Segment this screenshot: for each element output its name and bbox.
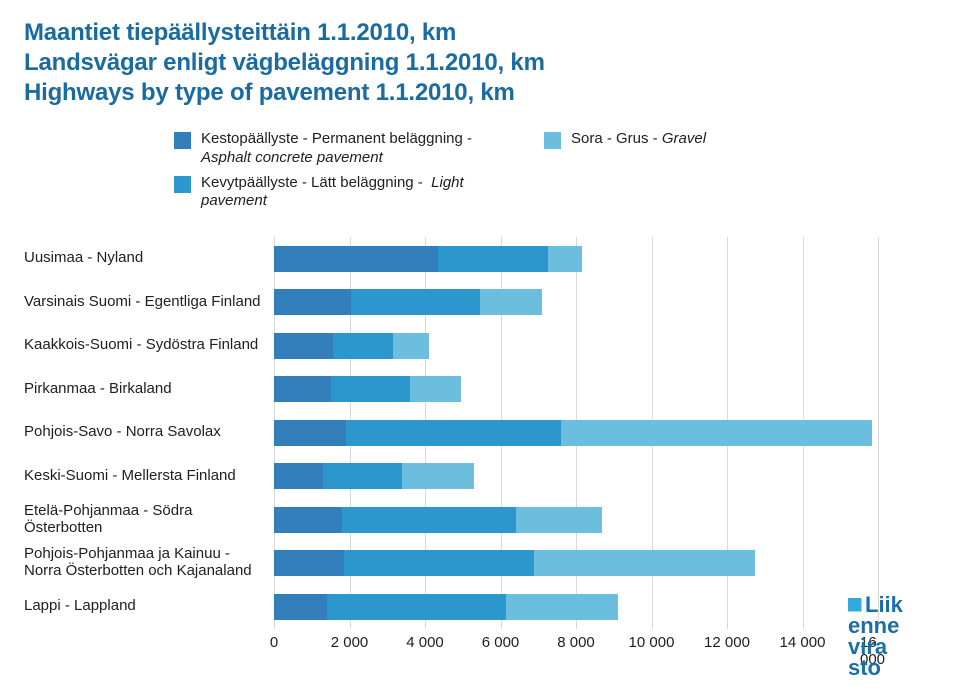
- legend-label-kesto: Kestopäällyste - Permanent beläggning - …: [201, 130, 472, 168]
- axis-tick-label: 12 000: [704, 634, 750, 651]
- chart-row: Varsinais Suomi - Egentliga Finland: [24, 281, 934, 325]
- chart: Uusimaa - Nyland Varsinais Suomi - Egentl…: [24, 237, 936, 667]
- bar-track: [274, 507, 878, 533]
- bar-segment: [561, 420, 872, 446]
- bar-segment: [402, 463, 474, 489]
- bar-segment: [548, 246, 582, 272]
- axis-tick-label: 8 000: [557, 634, 595, 651]
- bar-segment: [333, 333, 393, 359]
- legend-item-kesto: Kestopäällyste - Permanent beläggning - …: [174, 130, 472, 168]
- legend-swatch-sora: [544, 132, 561, 149]
- bar-segment: [506, 594, 617, 620]
- logo-square-icon: [848, 598, 862, 612]
- axis-labels: 02 0004 0006 0008 00010 00012 00014 0001…: [274, 634, 914, 658]
- legend: Kestopäällyste - Permanent beläggning - …: [174, 130, 936, 211]
- row-label: Pohjois-Pohjanmaa ja Kainuu -Norra Öster…: [24, 546, 274, 580]
- bar-segment: [274, 420, 346, 446]
- legend-label-kevyt: Kevytpäällyste - Lätt beläggning - Light…: [201, 174, 481, 212]
- axis-tick-label: 0: [270, 634, 278, 651]
- legend-label-sora: Sora - Grus - Gravel: [571, 130, 706, 149]
- row-label: Keski-Suomi - Mellersta Finland: [24, 468, 274, 485]
- axis-tick-label: 6 000: [482, 634, 520, 651]
- chart-row: Lappi - Lappland: [24, 585, 934, 629]
- bar-segment: [344, 550, 535, 576]
- page-root: Maantiet tiepäällysteittäin 1.1.2010, km…: [0, 0, 960, 692]
- legend-item-sora: Sora - Grus - Gravel: [544, 130, 706, 149]
- bar-track: [274, 420, 878, 446]
- legend-label-sora-text: Sora - Grus -: [571, 130, 658, 147]
- bar-segment: [274, 289, 351, 315]
- bar-segment: [274, 333, 333, 359]
- logo-line-4: sto: [848, 655, 881, 678]
- legend-row-2: Kevytpäällyste - Lätt beläggning - Light…: [174, 174, 936, 212]
- bar-segment: [274, 550, 344, 576]
- bar-segment: [410, 376, 461, 402]
- chart-row: Pohjois-Pohjanmaa ja Kainuu -Norra Öster…: [24, 542, 934, 586]
- bar-track: [274, 246, 878, 272]
- axis-tick-label: 14 000: [780, 634, 826, 651]
- bar-segment: [516, 507, 603, 533]
- axis-tick-label: 10 000: [629, 634, 675, 651]
- chart-row: Pohjois-Savo - Norra Savolax: [24, 411, 934, 455]
- bar-track: [274, 594, 878, 620]
- bar-track: [274, 333, 878, 359]
- chart-row: Pirkanmaa - Birkaland: [24, 368, 934, 412]
- bar-segment: [346, 420, 561, 446]
- bar-track: [274, 376, 878, 402]
- bar-segment: [393, 333, 429, 359]
- bar-segment: [274, 376, 331, 402]
- bar-segment: [323, 463, 402, 489]
- row-label: Kaakkois-Suomi - Sydöstra Finland: [24, 337, 274, 354]
- bar-track: [274, 463, 878, 489]
- chart-row: Uusimaa - Nyland: [24, 237, 934, 281]
- bar-segment: [274, 463, 323, 489]
- bar-segment: [534, 550, 755, 576]
- legend-label-kevyt-prefix: Kevytpäällyste - Lätt beläggning -: [201, 174, 423, 191]
- row-label: Etelä-Pohjanmaa - Södra Österbotten: [24, 503, 274, 537]
- row-label: Uusimaa - Nyland: [24, 250, 274, 267]
- row-label: Pirkanmaa - Birkaland: [24, 381, 274, 398]
- bar-segment: [274, 507, 342, 533]
- bar-segment: [274, 246, 438, 272]
- legend-label-kesto-sub: Asphalt concrete pavement: [201, 149, 383, 166]
- row-label: Varsinais Suomi - Egentliga Finland: [24, 294, 274, 311]
- legend-row-1: Kestopäällyste - Permanent beläggning - …: [174, 130, 936, 168]
- chart-row: Etelä-Pohjanmaa - Södra Österbotten: [24, 498, 934, 542]
- title-fi: Maantiet tiepäällysteittäin 1.1.2010, km: [24, 18, 936, 48]
- legend-label-sora-sub: Gravel: [662, 130, 706, 147]
- bar-segment: [331, 376, 410, 402]
- bar-track: [274, 289, 878, 315]
- legend-swatch-kevyt: [174, 176, 191, 193]
- liikennevirasto-logo: Liik enne vira sto: [848, 596, 942, 678]
- axis-tick-label: 4 000: [406, 634, 444, 651]
- bar-segment: [480, 289, 542, 315]
- title-en: Highways by type of pavement 1.1.2010, k…: [24, 78, 936, 108]
- bar-segment: [274, 594, 327, 620]
- bar-segment: [342, 507, 516, 533]
- legend-swatch-kesto: [174, 132, 191, 149]
- row-label: Pohjois-Savo - Norra Savolax: [24, 424, 274, 441]
- bar-segment: [327, 594, 506, 620]
- bar-track: [274, 550, 878, 576]
- title-sv: Landsvägar enligt vägbeläggning 1.1.2010…: [24, 48, 936, 78]
- legend-item-kevyt: Kevytpäällyste - Lätt beläggning - Light…: [174, 174, 481, 212]
- chart-row: Keski-Suomi - Mellersta Finland: [24, 455, 934, 499]
- axis-tick-label: 2 000: [331, 634, 369, 651]
- chart-row: Kaakkois-Suomi - Sydöstra Finland: [24, 324, 934, 368]
- row-label: Lappi - Lappland: [24, 598, 274, 615]
- chart-titles: Maantiet tiepäällysteittäin 1.1.2010, km…: [24, 18, 936, 108]
- legend-label-kesto-text: Kestopäällyste - Permanent beläggning -: [201, 130, 472, 147]
- bar-segment: [351, 289, 479, 315]
- bar-segment: [438, 246, 547, 272]
- bars-container: Uusimaa - Nyland Varsinais Suomi - Egentl…: [24, 237, 934, 629]
